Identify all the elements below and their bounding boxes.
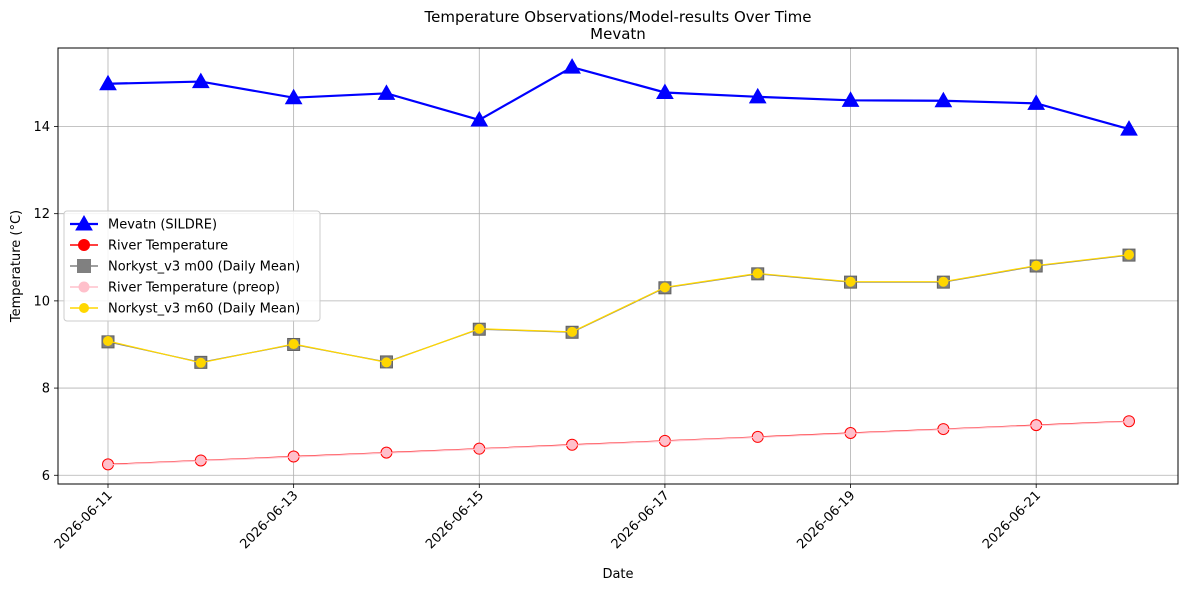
y-tick-label: 10 bbox=[33, 294, 50, 309]
series-4-point bbox=[845, 276, 856, 287]
x-tick-label: 2026-06-11 bbox=[52, 488, 116, 552]
plot-frame bbox=[57, 47, 1179, 485]
series-4-point bbox=[195, 357, 206, 368]
x-tick-label: 2026-06-15 bbox=[423, 488, 487, 552]
series-0-point bbox=[191, 72, 210, 89]
legend-marker-3 bbox=[78, 281, 90, 293]
series-0-point bbox=[377, 84, 396, 100]
series-0-point bbox=[748, 87, 767, 104]
legend: Mevatn (SILDRE) River Temperature Norkyst_… bbox=[63, 210, 321, 322]
legend-label-1: River Temperature bbox=[108, 239, 228, 254]
series-0-point bbox=[1027, 94, 1046, 110]
series-4-point bbox=[474, 323, 485, 334]
series-4-point bbox=[288, 339, 299, 350]
y-ticks: 6 8 10 12 14 bbox=[33, 120, 58, 484]
y-tick-label: 14 bbox=[33, 120, 50, 135]
legend-marker-0 bbox=[75, 214, 93, 231]
legend-marker-1 bbox=[78, 239, 90, 251]
chart-title: Temperature Observations/Model-results O… bbox=[423, 8, 811, 26]
series-4-point bbox=[381, 357, 392, 368]
series-0-line bbox=[107, 66, 1130, 131]
y-axis-label: Temperature (°C) bbox=[9, 210, 24, 323]
series-4-line bbox=[107, 254, 1130, 364]
legend-label-0: Mevatn (SILDRE) bbox=[108, 218, 217, 233]
legend-marker-4 bbox=[79, 303, 89, 313]
legend-label-3: River Temperature (preop) bbox=[108, 281, 280, 296]
series-4-point bbox=[567, 326, 578, 337]
y-tick-label: 8 bbox=[42, 382, 50, 397]
series-3-point bbox=[661, 437, 669, 445]
legend-label-2: Norkyst_v3 m00 (Daily Mean) bbox=[108, 260, 300, 275]
series-0-point bbox=[99, 74, 117, 91]
chart-subtitle: Mevatn bbox=[590, 25, 646, 43]
series-3-point bbox=[475, 445, 483, 453]
y-tick-label: 12 bbox=[33, 207, 50, 222]
series-4-point bbox=[938, 276, 949, 287]
x-tick-label: 2026-06-19 bbox=[794, 488, 858, 552]
series-3-point bbox=[939, 426, 947, 433]
legend-marker-2 bbox=[77, 259, 91, 273]
x-tick-label: 2026-06-21 bbox=[980, 488, 1044, 552]
series-3-point bbox=[1032, 422, 1040, 430]
series-0-point bbox=[1120, 120, 1138, 136]
series-4-point bbox=[659, 282, 670, 293]
series-3-point bbox=[382, 449, 390, 457]
series-0-point bbox=[563, 58, 581, 74]
series-3-line bbox=[107, 421, 1130, 466]
series-3-point bbox=[1125, 418, 1133, 426]
x-axis-label: Date bbox=[602, 567, 633, 582]
legend-label-4: Norkyst_v3 m60 (Daily Mean) bbox=[108, 302, 300, 317]
series-4-point bbox=[752, 268, 763, 279]
series-3-point bbox=[847, 429, 855, 437]
series-0-point bbox=[656, 83, 674, 99]
x-ticks: 2026-06-11 2026-06-13 2026-06-15 2026-06-17… bbox=[52, 484, 1044, 552]
series-0-point bbox=[841, 91, 860, 107]
x-tick-label: 2026-06-17 bbox=[609, 488, 673, 552]
series-4-point bbox=[1124, 249, 1134, 260]
y-tick-label: 6 bbox=[42, 469, 50, 484]
series-4-point bbox=[1031, 260, 1042, 271]
series-3-point bbox=[290, 453, 298, 461]
series-3-point bbox=[197, 457, 205, 465]
series-0-point bbox=[934, 91, 953, 108]
series-4-point bbox=[103, 335, 113, 346]
legend-frame bbox=[63, 210, 321, 322]
series-0-point bbox=[470, 110, 489, 127]
series-0-point bbox=[284, 88, 303, 105]
series-3-point bbox=[754, 433, 762, 441]
series-3-point bbox=[568, 441, 576, 449]
series-layer bbox=[99, 58, 1138, 471]
series-3-point bbox=[104, 461, 112, 469]
x-tick-label: 2026-06-13 bbox=[237, 488, 301, 552]
